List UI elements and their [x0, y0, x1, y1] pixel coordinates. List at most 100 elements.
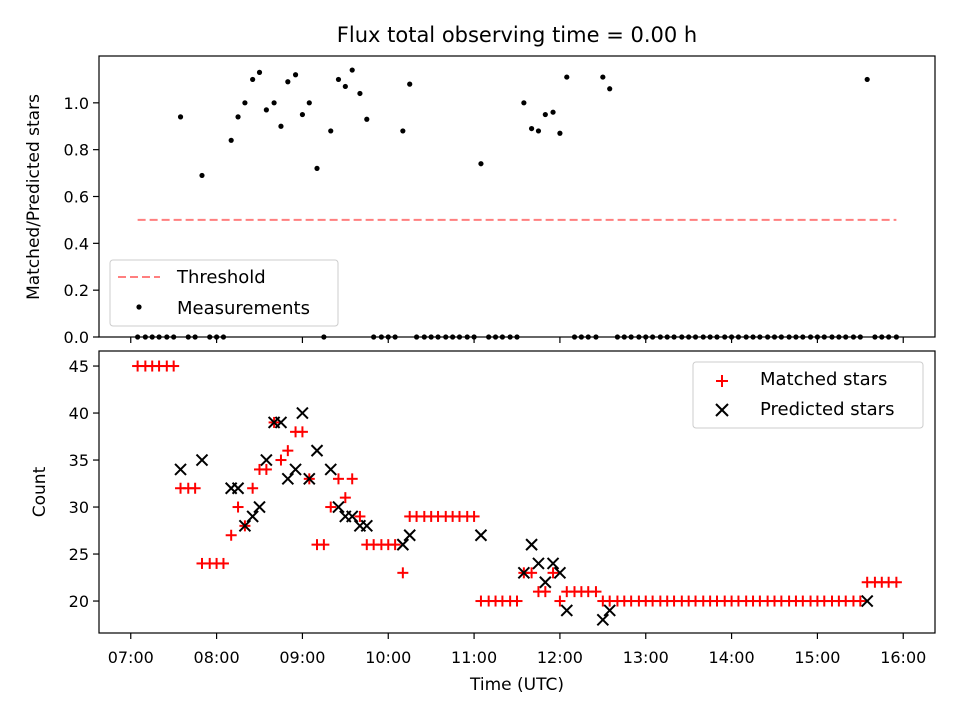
measurement-point: [464, 334, 470, 340]
bottom-x-tick-label: 10:00: [365, 648, 411, 667]
measurement-point: [421, 334, 427, 340]
predicted-star-marker: [560, 604, 573, 617]
measurement-point: [535, 128, 542, 134]
measurement-point: [450, 334, 456, 340]
predicted-star-marker: [553, 566, 567, 580]
measurement-point: [507, 334, 513, 340]
measurement-point: [879, 334, 885, 340]
measurement-point: [314, 165, 320, 171]
bottom-x-tick-label: 09:00: [279, 648, 325, 667]
measurement-point: [728, 334, 735, 340]
measurement-point: [371, 334, 377, 340]
measurement-point: [800, 334, 806, 340]
bottom-y-tick-label: 45: [69, 357, 89, 376]
measurement-point: [600, 74, 606, 80]
top-y-ticks: 0.0 0.2 0.4 0.6 0.8 1.0: [64, 94, 99, 347]
predicted-star-marker: [603, 604, 616, 617]
bottom-x-ticks: 07:00 08:00 09:00 10:00 11:00 12:00 13:00 14:00…: [108, 633, 926, 667]
measurement-point: [192, 334, 198, 340]
top-y-tick-label: 1.0: [64, 94, 89, 113]
measurement-point: [321, 334, 327, 340]
measurement-point: [707, 334, 713, 340]
top-y-tick-label: 0.4: [64, 234, 89, 253]
measurement-point: [807, 334, 814, 340]
measurement-point: [765, 334, 771, 340]
legend-measurements-swatch: [136, 304, 142, 310]
measurement-point: [857, 334, 863, 340]
top-y-tick-label: 0.8: [64, 141, 89, 160]
measurement-point: [843, 334, 849, 340]
measurement-point: [357, 90, 363, 97]
bottom-x-tick-label: 08:00: [194, 648, 240, 667]
predicted-star-marker: [860, 594, 874, 608]
measurement-point: [435, 334, 441, 340]
predicted-star-marker: [289, 463, 302, 476]
legend-predicted-label: Predicted stars: [760, 399, 894, 420]
measurement-point: [829, 334, 835, 340]
measurement-point: [671, 334, 677, 340]
top-y-axis-label: Matched/Predicted stars: [24, 94, 44, 300]
measurement-point: [149, 334, 155, 340]
top-y-tick-label: 0.6: [64, 188, 89, 207]
predicted-star-marker: [539, 576, 552, 589]
measurement-point: [814, 334, 821, 340]
measurement-point: [521, 100, 527, 106]
measurement-point: [185, 334, 191, 340]
predicted-star-marker: [195, 453, 209, 467]
legend-matched-swatch: [716, 375, 728, 387]
measurement-point: [514, 334, 520, 340]
measurement-point: [628, 334, 634, 340]
measurement-point: [757, 334, 763, 340]
measurement-point: [542, 111, 548, 118]
matched-star-marker: [282, 445, 294, 457]
matched-star-marker: [554, 595, 566, 607]
top-plot-area: [135, 67, 899, 340]
measurement-point: [235, 114, 241, 120]
measurement-point: [636, 334, 642, 340]
ratio-panel: Flux total observing time = 0.00 h 0.00.…: [24, 23, 936, 347]
matched-star-marker: [247, 482, 259, 494]
top-y-tick-label: 0.2: [64, 281, 89, 300]
bottom-y-tick-label: 30: [69, 498, 89, 517]
predicted-star-marker: [546, 557, 560, 570]
measurement-point: [220, 334, 227, 340]
predicted-star-marker: [324, 463, 337, 476]
matched-star-marker: [397, 567, 409, 579]
bottom-x-tick-label: 07:00: [108, 648, 154, 667]
measurement-point: [299, 111, 306, 118]
measurement-point: [836, 334, 842, 340]
predicted-star-marker: [517, 566, 531, 580]
measurement-point: [593, 334, 599, 340]
measurement-point: [771, 334, 778, 340]
measurement-point: [285, 79, 291, 85]
measurement-point: [207, 334, 213, 340]
bottom-x-tick-label: 14:00: [709, 648, 755, 667]
measurement-point: [664, 334, 670, 340]
measurement-point: [228, 137, 234, 143]
legend-matched-label: Matched stars: [760, 369, 887, 390]
matched-star-marker: [468, 510, 480, 522]
measurement-point: [886, 334, 892, 340]
bottom-y-tick-label: 20: [69, 592, 89, 611]
measurement-point: [499, 334, 506, 340]
predicted-star-marker: [403, 529, 416, 542]
measurement-point: [428, 334, 434, 340]
predicted-star-marker: [281, 472, 295, 486]
measurement-point: [242, 100, 248, 106]
bottom-x-tick-label: 12:00: [537, 648, 583, 667]
measurement-point: [278, 123, 284, 129]
measurement-point: [142, 334, 148, 340]
measurement-point: [557, 130, 563, 136]
measurement-point: [385, 334, 391, 340]
top-legend: Threshold Measurements: [109, 259, 339, 327]
matched-star-marker: [232, 501, 244, 513]
matched-star-marker: [354, 510, 366, 522]
measurement-point: [850, 334, 857, 340]
measurement-point: [821, 334, 827, 340]
measurement-point: [271, 100, 277, 106]
measurement-point: [471, 334, 477, 340]
measurement-point: [679, 334, 685, 340]
bottom-y-tick-label: 25: [69, 545, 89, 564]
measurement-point: [135, 334, 141, 340]
legend-predicted-swatch: [715, 403, 729, 417]
